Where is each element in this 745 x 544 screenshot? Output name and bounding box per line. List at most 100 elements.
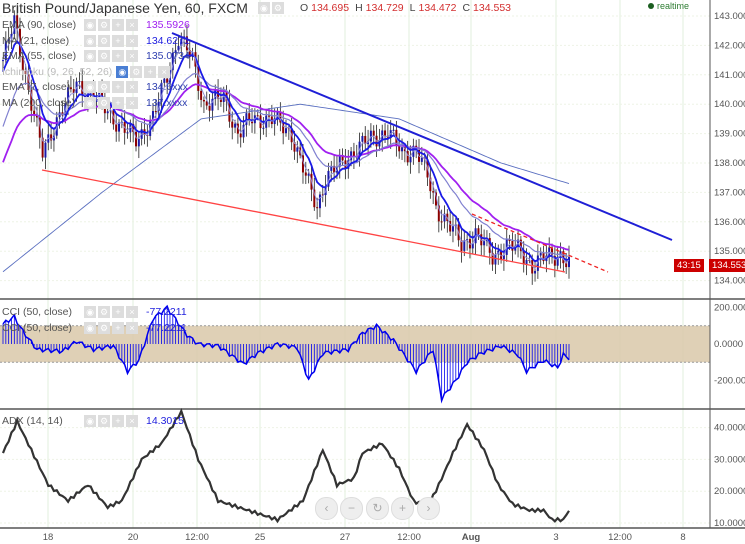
candle bbox=[361, 135, 364, 142]
candle bbox=[197, 66, 200, 91]
eye-icon[interactable]: ◉ bbox=[116, 65, 129, 78]
close-icon[interactable]: × bbox=[126, 50, 138, 63]
candle bbox=[81, 81, 84, 96]
cci-line bbox=[2, 304, 570, 404]
time-tick-label: 18 bbox=[43, 532, 54, 543]
close-icon[interactable]: × bbox=[158, 65, 171, 78]
indicator-name[interactable]: ADX (14, 14) bbox=[2, 415, 63, 427]
candle bbox=[429, 177, 432, 192]
cci-tick-label: 0.0000 bbox=[714, 339, 743, 350]
indicator-name[interactable]: MA (21, close) bbox=[2, 34, 70, 47]
plus-icon[interactable]: + bbox=[112, 19, 124, 31]
plus-icon[interactable]: + bbox=[112, 81, 124, 94]
cci-legend[interactable]: CCI (50, close) ◉ ⚙ + × -77.2211 bbox=[2, 305, 187, 319]
candle bbox=[463, 240, 466, 251]
indicator-name[interactable]: EMA (90, close) bbox=[2, 19, 77, 31]
candle bbox=[151, 111, 154, 121]
candle bbox=[256, 115, 259, 117]
scroll-left-button[interactable]: ‹ bbox=[315, 497, 338, 520]
cci-tick-label: 200.0000 bbox=[714, 303, 745, 314]
gear-icon[interactable]: ⚙ bbox=[130, 65, 143, 78]
eye-icon[interactable]: ◉ bbox=[84, 50, 96, 63]
candle bbox=[38, 117, 41, 138]
gear-icon[interactable]: ⚙ bbox=[98, 81, 110, 94]
candle bbox=[536, 255, 539, 271]
close-icon[interactable]: × bbox=[126, 97, 138, 109]
cci-histogram bbox=[2, 306, 570, 401]
indicator-value: -77.2211 bbox=[146, 306, 187, 318]
plus-icon[interactable]: + bbox=[112, 306, 124, 318]
close-icon[interactable]: × bbox=[126, 19, 138, 31]
adx-legend[interactable]: ADX (14, 14) ◉ ⚙ + × 14.3015 bbox=[2, 414, 184, 428]
plus-icon[interactable]: + bbox=[112, 415, 124, 427]
indicator-name[interactable]: EMA (55, close) bbox=[2, 50, 77, 63]
gear-icon[interactable]: ⚙ bbox=[98, 306, 110, 318]
candle bbox=[398, 145, 401, 152]
gear-icon[interactable]: ⚙ bbox=[271, 2, 284, 14]
candle bbox=[13, 15, 16, 34]
indicator-legend[interactable]: MA (21, close) ◉ ⚙ + × 134.6271 bbox=[2, 34, 190, 48]
gear-icon[interactable]: ⚙ bbox=[98, 50, 110, 63]
plus-icon[interactable]: + bbox=[144, 65, 157, 78]
indicator-name[interactable]: CCI (50, close) bbox=[2, 322, 73, 334]
eye-icon[interactable]: ◉ bbox=[84, 415, 96, 427]
indicator-name[interactable]: CCI (50, close) bbox=[2, 306, 73, 318]
plus-icon[interactable]: + bbox=[112, 50, 124, 63]
candle bbox=[491, 252, 494, 265]
ema-7-line bbox=[2, 26, 570, 270]
scroll-right-button[interactable]: › bbox=[417, 497, 440, 520]
price-tick-label: 138.000 bbox=[714, 158, 745, 169]
zoom-in-button[interactable]: + bbox=[391, 497, 414, 520]
gear-icon[interactable]: ⚙ bbox=[98, 34, 110, 47]
indicator-name[interactable]: Ichimoku (9, 26, 52, 26) bbox=[2, 65, 113, 78]
symbol-title[interactable]: British Pound/Japanese Yen, 60, FXCM bbox=[2, 0, 248, 16]
indicator-name[interactable]: MA (200, close) bbox=[2, 97, 75, 109]
gear-icon[interactable]: ⚙ bbox=[98, 97, 110, 109]
price-tick-label: 143.000 bbox=[714, 11, 745, 22]
time-tick-label: 27 bbox=[340, 532, 351, 543]
eye-icon[interactable]: ◉ bbox=[257, 2, 270, 14]
candle bbox=[500, 250, 503, 260]
candle bbox=[440, 221, 443, 223]
plus-icon[interactable]: + bbox=[112, 97, 124, 109]
indicator-legend[interactable]: Ichimoku (9, 26, 52, 26) ◉ ⚙ + × bbox=[2, 65, 178, 79]
eye-icon[interactable]: ◉ bbox=[84, 19, 96, 31]
indicator-legend[interactable]: EMA (90, close) ◉ ⚙ + × 135.5926 bbox=[2, 18, 190, 32]
gear-icon[interactable]: ⚙ bbox=[98, 415, 110, 427]
candle bbox=[553, 256, 556, 266]
eye-icon[interactable]: ◉ bbox=[84, 34, 96, 47]
cci-legend[interactable]: CCI (50, close) ◉ ⚙ + × -77.2211 bbox=[2, 321, 187, 335]
indicator-legend[interactable]: EMA (7, close) ◉ ⚙ + × 134.6xxx bbox=[2, 80, 188, 94]
candle bbox=[24, 70, 27, 75]
candle bbox=[41, 137, 44, 158]
eye-icon[interactable]: ◉ bbox=[84, 81, 96, 94]
candle bbox=[185, 36, 188, 51]
close-icon[interactable]: × bbox=[126, 322, 138, 334]
indicator-name[interactable]: EMA (7, close) bbox=[2, 81, 71, 94]
close-icon[interactable]: × bbox=[126, 34, 138, 47]
close-icon[interactable]: × bbox=[126, 306, 138, 318]
eye-icon[interactable]: ◉ bbox=[84, 306, 96, 318]
reset-chart-button[interactable]: ↻ bbox=[366, 497, 389, 520]
indicator-legend[interactable]: EMA (55, close) ◉ ⚙ + × 135.0734 bbox=[2, 49, 190, 63]
candle bbox=[35, 115, 38, 118]
candle bbox=[321, 194, 324, 196]
close-icon[interactable]: × bbox=[126, 81, 138, 94]
candle bbox=[539, 253, 542, 256]
candle bbox=[30, 89, 33, 111]
eye-icon[interactable]: ◉ bbox=[84, 322, 96, 334]
plus-icon[interactable]: + bbox=[112, 322, 124, 334]
gear-icon[interactable]: ⚙ bbox=[98, 19, 110, 31]
chart-title-bar: British Pound/Japanese Yen, 60, FXCM ◉ ⚙ … bbox=[2, 0, 517, 16]
close-icon[interactable]: × bbox=[126, 415, 138, 427]
zoom-out-button[interactable]: − bbox=[340, 497, 363, 520]
candle bbox=[451, 226, 454, 232]
gear-icon[interactable]: ⚙ bbox=[98, 322, 110, 334]
time-tick-label: 12:00 bbox=[608, 532, 632, 543]
eye-icon[interactable]: ◉ bbox=[84, 97, 96, 109]
status-dot-icon bbox=[648, 3, 654, 9]
candle bbox=[248, 113, 251, 120]
plus-icon[interactable]: + bbox=[112, 34, 124, 47]
candle bbox=[52, 135, 55, 141]
indicator-legend[interactable]: MA (200, close) ◉ ⚙ + × 137.xxxx bbox=[2, 96, 187, 110]
